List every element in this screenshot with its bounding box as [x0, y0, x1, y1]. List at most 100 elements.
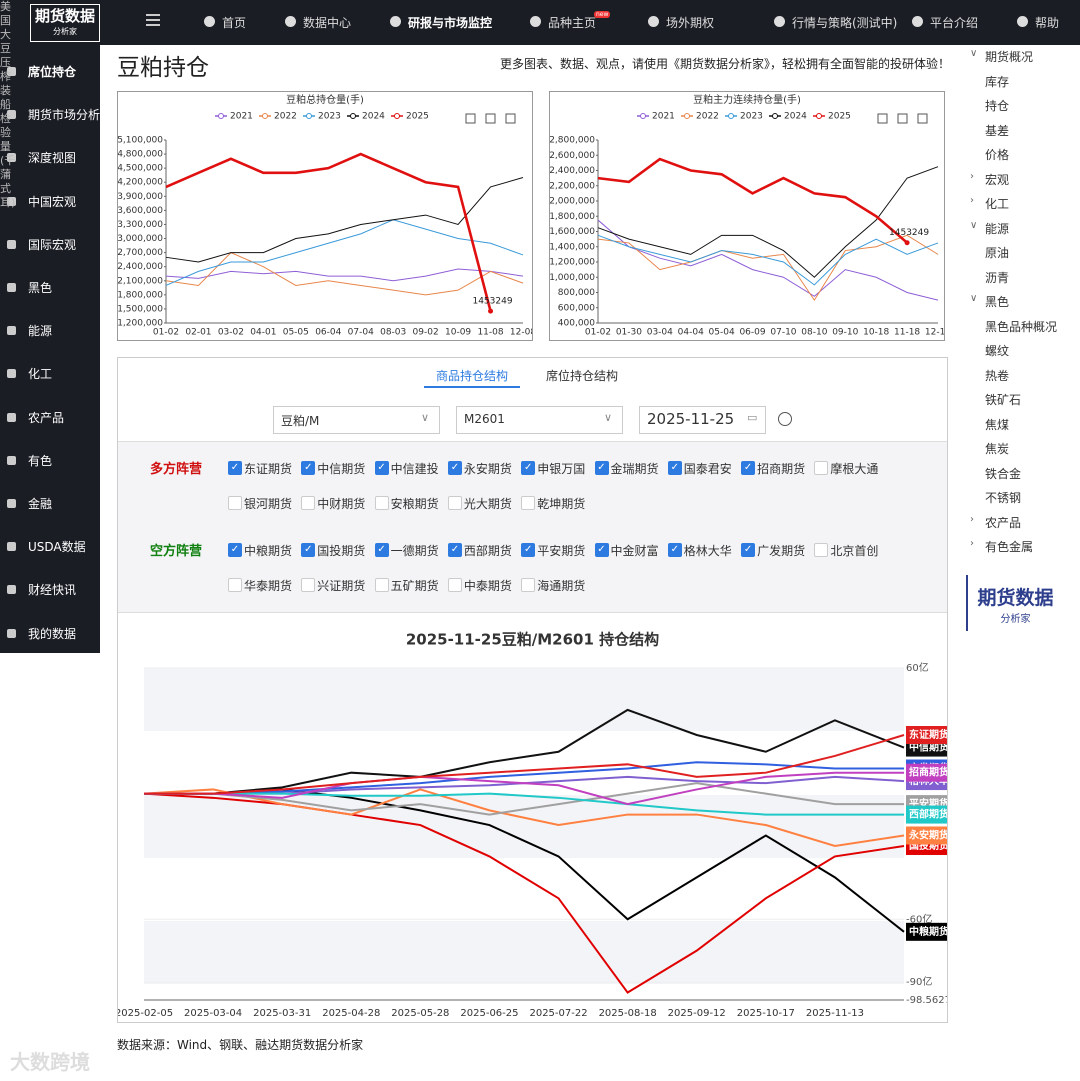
tab[interactable]: 商品持仓结构 [436, 369, 509, 383]
checkbox-label[interactable]: 西部期货 [463, 544, 512, 558]
checkbox[interactable] [374, 496, 389, 510]
select[interactable]: 豆粕/M ∨ [273, 406, 440, 434]
sidebar-item[interactable]: 我的数据 [28, 626, 77, 641]
nav-item[interactable]: 品种主页 [548, 16, 597, 30]
tree-item[interactable]: 原油 [985, 246, 1010, 260]
tree-item[interactable]: 能源 [985, 221, 1010, 236]
checkbox[interactable] [447, 496, 462, 510]
checkbox[interactable]: ✓ [667, 543, 682, 557]
sidebar-item[interactable]: 黑色 [28, 281, 53, 295]
sidebar-item[interactable]: 期货市场分析 [28, 108, 101, 123]
tree-item[interactable]: 沥青 [985, 270, 1010, 285]
checkbox[interactable]: ✓ [521, 461, 536, 475]
tab[interactable]: 席位持仓结构 [546, 369, 619, 383]
checkbox-label[interactable]: 广发期货 [757, 544, 806, 558]
checkbox-label[interactable]: 平安期货 [537, 544, 586, 558]
checkbox[interactable] [447, 578, 462, 592]
checkbox[interactable]: ✓ [594, 461, 609, 475]
checkbox-label[interactable]: 永安期货 [463, 462, 512, 476]
checkbox[interactable] [374, 578, 389, 592]
tree-item[interactable]: 宏观 [985, 172, 1010, 187]
checkbox-label[interactable]: 申银万国 [537, 462, 586, 476]
nav-item[interactable]: 帮助 [1035, 16, 1060, 30]
checkbox-label[interactable]: 金瑞期货 [610, 462, 659, 476]
checkbox[interactable]: ✓ [301, 543, 316, 557]
sidebar-item[interactable]: 金融 [28, 497, 53, 511]
checkbox-label[interactable]: 中信建投 [390, 462, 439, 476]
checkbox[interactable]: ✓ [301, 461, 316, 475]
checkbox-label[interactable]: 中泰期货 [463, 579, 512, 593]
checkbox-label[interactable]: 东证期货 [244, 462, 293, 476]
nav-item[interactable]: 数据中心 [303, 16, 352, 30]
tree-item[interactable]: 黑色品种概况 [985, 319, 1058, 334]
select[interactable]: 2025-11-25 ▭ [639, 406, 766, 434]
checkbox-label[interactable]: 海通期货 [537, 579, 586, 593]
checkbox-label[interactable]: 一德期货 [390, 544, 439, 558]
sidebar-item[interactable]: USDA数据 [28, 540, 86, 555]
nav-item[interactable]: 首页 [222, 16, 247, 30]
checkbox-label[interactable]: 摩根大通 [830, 462, 879, 476]
checkbox-label[interactable]: 招商期货 [757, 462, 806, 476]
checkbox-label[interactable]: 中信期货 [317, 462, 366, 476]
checkbox[interactable]: ✓ [228, 543, 242, 557]
tree-item[interactable]: 焦炭 [985, 442, 1010, 456]
checkbox-label[interactable]: 国投期货 [317, 544, 366, 558]
checkbox[interactable] [228, 496, 242, 510]
checkbox-label[interactable]: 华泰期货 [244, 579, 293, 593]
sidebar-item[interactable]: 中国宏观 [28, 194, 77, 209]
tree-item[interactable]: 库存 [985, 74, 1010, 89]
select[interactable]: M2601 ∨ [456, 406, 623, 434]
tree-item[interactable]: 持仓 [985, 99, 1010, 113]
sidebar-item[interactable]: 化工 [28, 367, 53, 382]
tree-item[interactable]: 化工 [985, 197, 1010, 211]
tree-item[interactable]: 热卷 [985, 368, 1010, 383]
checkbox-label[interactable]: 银河期货 [244, 497, 293, 511]
sidebar-item[interactable]: 深度视图 [28, 151, 77, 166]
tree-item[interactable]: 不锈钢 [985, 491, 1022, 505]
checkbox-label[interactable]: 安粮期货 [390, 497, 439, 511]
checkbox[interactable]: ✓ [741, 461, 756, 475]
checkbox[interactable]: ✓ [521, 543, 536, 557]
checkbox[interactable] [814, 543, 829, 557]
checkbox[interactable] [228, 578, 242, 592]
checkbox[interactable] [521, 578, 536, 592]
tree-item[interactable]: 螺纹 [985, 344, 1010, 358]
tree-item[interactable]: 铁矿石 [985, 393, 1022, 407]
tree-item[interactable]: 价格 [985, 148, 1010, 162]
checkbox[interactable]: ✓ [667, 461, 682, 475]
checkbox-label[interactable]: 中粮期货 [244, 544, 293, 558]
sidebar-item[interactable]: 能源 [28, 324, 53, 339]
checkbox[interactable]: ✓ [228, 461, 242, 475]
checkbox-label[interactable]: 格林大华 [683, 544, 732, 558]
sidebar-item[interactable]: 国际宏观 [28, 237, 77, 252]
nav-item[interactable]: 场外期权 [666, 16, 715, 30]
checkbox-label[interactable]: 北京首创 [830, 544, 879, 558]
checkbox-label[interactable]: 中财期货 [317, 497, 366, 511]
checkbox[interactable]: ✓ [447, 461, 462, 475]
checkbox-label[interactable]: 五矿期货 [390, 579, 439, 593]
tree-item[interactable]: 农产品 [985, 515, 1022, 530]
checkbox-label[interactable]: 光大期货 [463, 497, 512, 511]
tree-item[interactable]: 基差 [985, 123, 1010, 138]
nav-item[interactable]: 行情与策略(测试中) [792, 16, 898, 30]
checkbox[interactable] [521, 496, 536, 510]
sidebar-item[interactable]: 财经快讯 [28, 583, 77, 598]
sidebar-item[interactable]: 农产品 [28, 410, 65, 425]
checkbox[interactable]: ✓ [447, 543, 462, 557]
checkbox[interactable]: ✓ [374, 543, 389, 557]
tree-item[interactable]: 黑色 [985, 295, 1010, 309]
sidebar-item[interactable]: 席位持仓 [28, 65, 77, 79]
checkbox-label[interactable]: 国泰君安 [683, 462, 732, 476]
sidebar-item[interactable]: 有色 [28, 453, 53, 468]
checkbox[interactable]: ✓ [741, 543, 756, 557]
checkbox-label[interactable]: 兴证期货 [317, 579, 366, 593]
checkbox[interactable] [814, 461, 829, 475]
tree-item[interactable]: 铁合金 [985, 466, 1022, 481]
tree-item[interactable]: 有色金属 [985, 540, 1034, 554]
checkbox-label[interactable]: 中金财富 [610, 544, 659, 558]
tree-item[interactable]: 焦煤 [985, 417, 1010, 432]
nav-item[interactable]: 平台介绍 [930, 16, 979, 30]
checkbox-label[interactable]: 乾坤期货 [537, 497, 586, 511]
nav-item[interactable]: 研报与市场监控 [408, 16, 493, 30]
checkbox[interactable]: ✓ [374, 461, 389, 475]
